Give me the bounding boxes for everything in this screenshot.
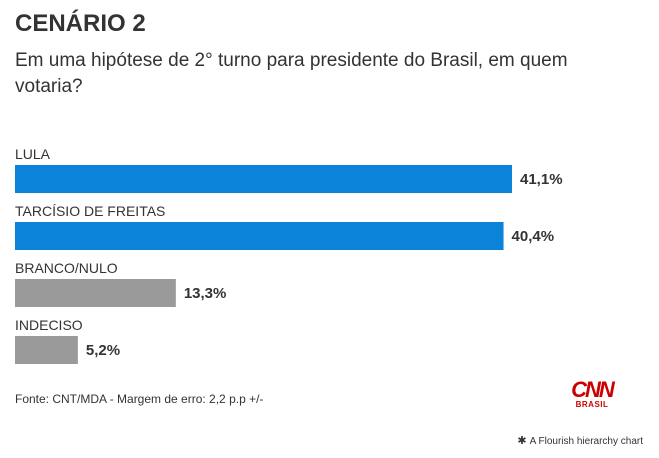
cnn-brasil-logo: CNN BRASIL — [566, 377, 618, 410]
source-note: Fonte: CNT/MDA - Margem de erro: 2,2 p.p… — [15, 392, 264, 406]
category-label: LULA — [15, 146, 51, 162]
chart-title: CENÁRIO 2 — [15, 10, 146, 37]
bar[interactable] — [15, 336, 78, 364]
value-label: 5,2% — [86, 342, 120, 359]
flourish-credit-link[interactable]: ✱ A Flourish hierarchy chart — [517, 434, 643, 447]
bar[interactable] — [15, 222, 504, 250]
category-label: INDECISO — [15, 317, 83, 333]
value-label: 40,4% — [512, 228, 555, 245]
value-label: 41,1% — [520, 171, 563, 188]
bar[interactable] — [15, 279, 176, 307]
value-label: 13,3% — [184, 285, 227, 302]
bar[interactable] — [15, 165, 512, 193]
category-label: BRANCO/NULO — [15, 260, 118, 276]
flourish-asterisk-icon: ✱ — [517, 435, 527, 447]
category-label: TARCÍSIO DE FREITAS — [15, 203, 165, 219]
flourish-credit-text: A Flourish hierarchy chart — [529, 436, 643, 447]
chart-subtitle: Em uma hipótese de 2° turno para preside… — [15, 50, 568, 97]
logo-word: CNN — [571, 377, 615, 402]
logo-sub: BRASIL — [575, 400, 609, 409]
